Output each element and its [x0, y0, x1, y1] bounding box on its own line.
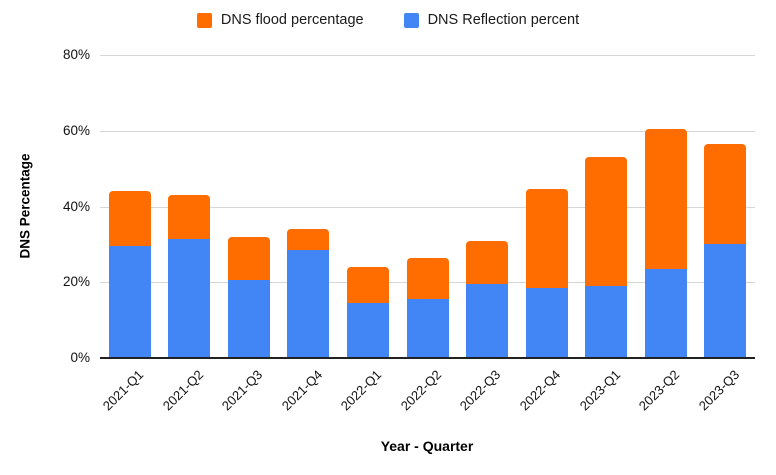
bar-segment-reflection: [704, 244, 747, 358]
bar-2021-Q4: [287, 229, 330, 358]
x-axis-title: Year - Quarter: [380, 438, 474, 454]
y-tick-label: 60%: [62, 122, 90, 138]
y-tick-label: 80%: [62, 47, 90, 62]
bar-segment-flood: [168, 195, 211, 239]
bar-segment-flood: [644, 128, 687, 269]
bar-segment-flood: [525, 189, 568, 288]
gridline: [100, 130, 755, 132]
legend-item-flood: DNS flood percentage: [196, 12, 364, 28]
bar-segment-flood: [704, 144, 747, 245]
x-tick-label: 2022-Q1: [338, 367, 385, 414]
bar-2022-Q2: [406, 257, 449, 358]
x-axis-line: [100, 357, 755, 359]
bar-2021-Q3: [227, 236, 270, 358]
y-tick-label: 20%: [62, 274, 90, 290]
bar-segment-flood: [406, 257, 449, 300]
bar-segment-flood: [108, 191, 151, 247]
bar-segment-reflection: [287, 250, 330, 358]
legend-label-flood: DNS flood percentage: [220, 12, 364, 28]
bar-segment-flood: [585, 157, 628, 287]
bar-2022-Q4: [525, 189, 568, 358]
x-tick-label: 2021-Q4: [278, 367, 326, 414]
x-tick-label: 2021-Q1: [99, 367, 147, 414]
bar-2023-Q3: [704, 144, 747, 358]
bar-segment-reflection: [525, 287, 568, 358]
x-tick-label: 2021-Q2: [159, 367, 206, 414]
y-tick-label: 0%: [70, 350, 90, 365]
reflection-swatch-icon: [403, 12, 419, 28]
bar-segment-reflection: [168, 238, 211, 358]
bar-segment-reflection: [406, 299, 449, 358]
bar-segment-reflection: [346, 303, 389, 358]
flood-swatch-icon: [196, 12, 212, 28]
legend: DNS flood percentage DNS Reflection perc…: [0, 12, 776, 28]
bar-segment-reflection: [585, 286, 628, 358]
x-tick-label: 2023-Q3: [695, 367, 742, 414]
bar-segment-flood: [227, 236, 270, 281]
x-tick-label: 2021-Q3: [219, 367, 266, 414]
bar-segment-reflection: [108, 246, 151, 358]
gridline: [100, 55, 755, 56]
bar-2023-Q2: [644, 128, 687, 358]
x-tick-label: 2022-Q4: [516, 367, 564, 414]
bar-2021-Q1: [108, 191, 151, 358]
bar-segment-flood: [287, 229, 330, 251]
bar-segment-flood: [346, 267, 389, 304]
bar-2022-Q1: [346, 267, 389, 358]
gridline: [100, 206, 755, 208]
plot-area: [100, 55, 755, 359]
bar-segment-reflection: [644, 269, 687, 358]
bar-segment-reflection: [466, 284, 509, 358]
x-tick-label: 2022-Q2: [397, 367, 445, 414]
bar-2022-Q3: [466, 240, 509, 358]
legend-item-reflection: DNS Reflection percent: [403, 12, 580, 28]
x-tick-label: 2023-Q2: [635, 367, 683, 414]
bar-segment-flood: [466, 240, 509, 285]
y-tick-label: 40%: [62, 198, 90, 214]
bar-2021-Q2: [168, 195, 211, 358]
bar-2023-Q1: [585, 157, 628, 358]
legend-label-reflection: DNS Reflection percent: [427, 12, 580, 28]
x-tick-label: 2023-Q1: [576, 367, 623, 414]
bar-segment-reflection: [227, 280, 270, 358]
x-tick-label: 2022-Q3: [457, 367, 504, 414]
